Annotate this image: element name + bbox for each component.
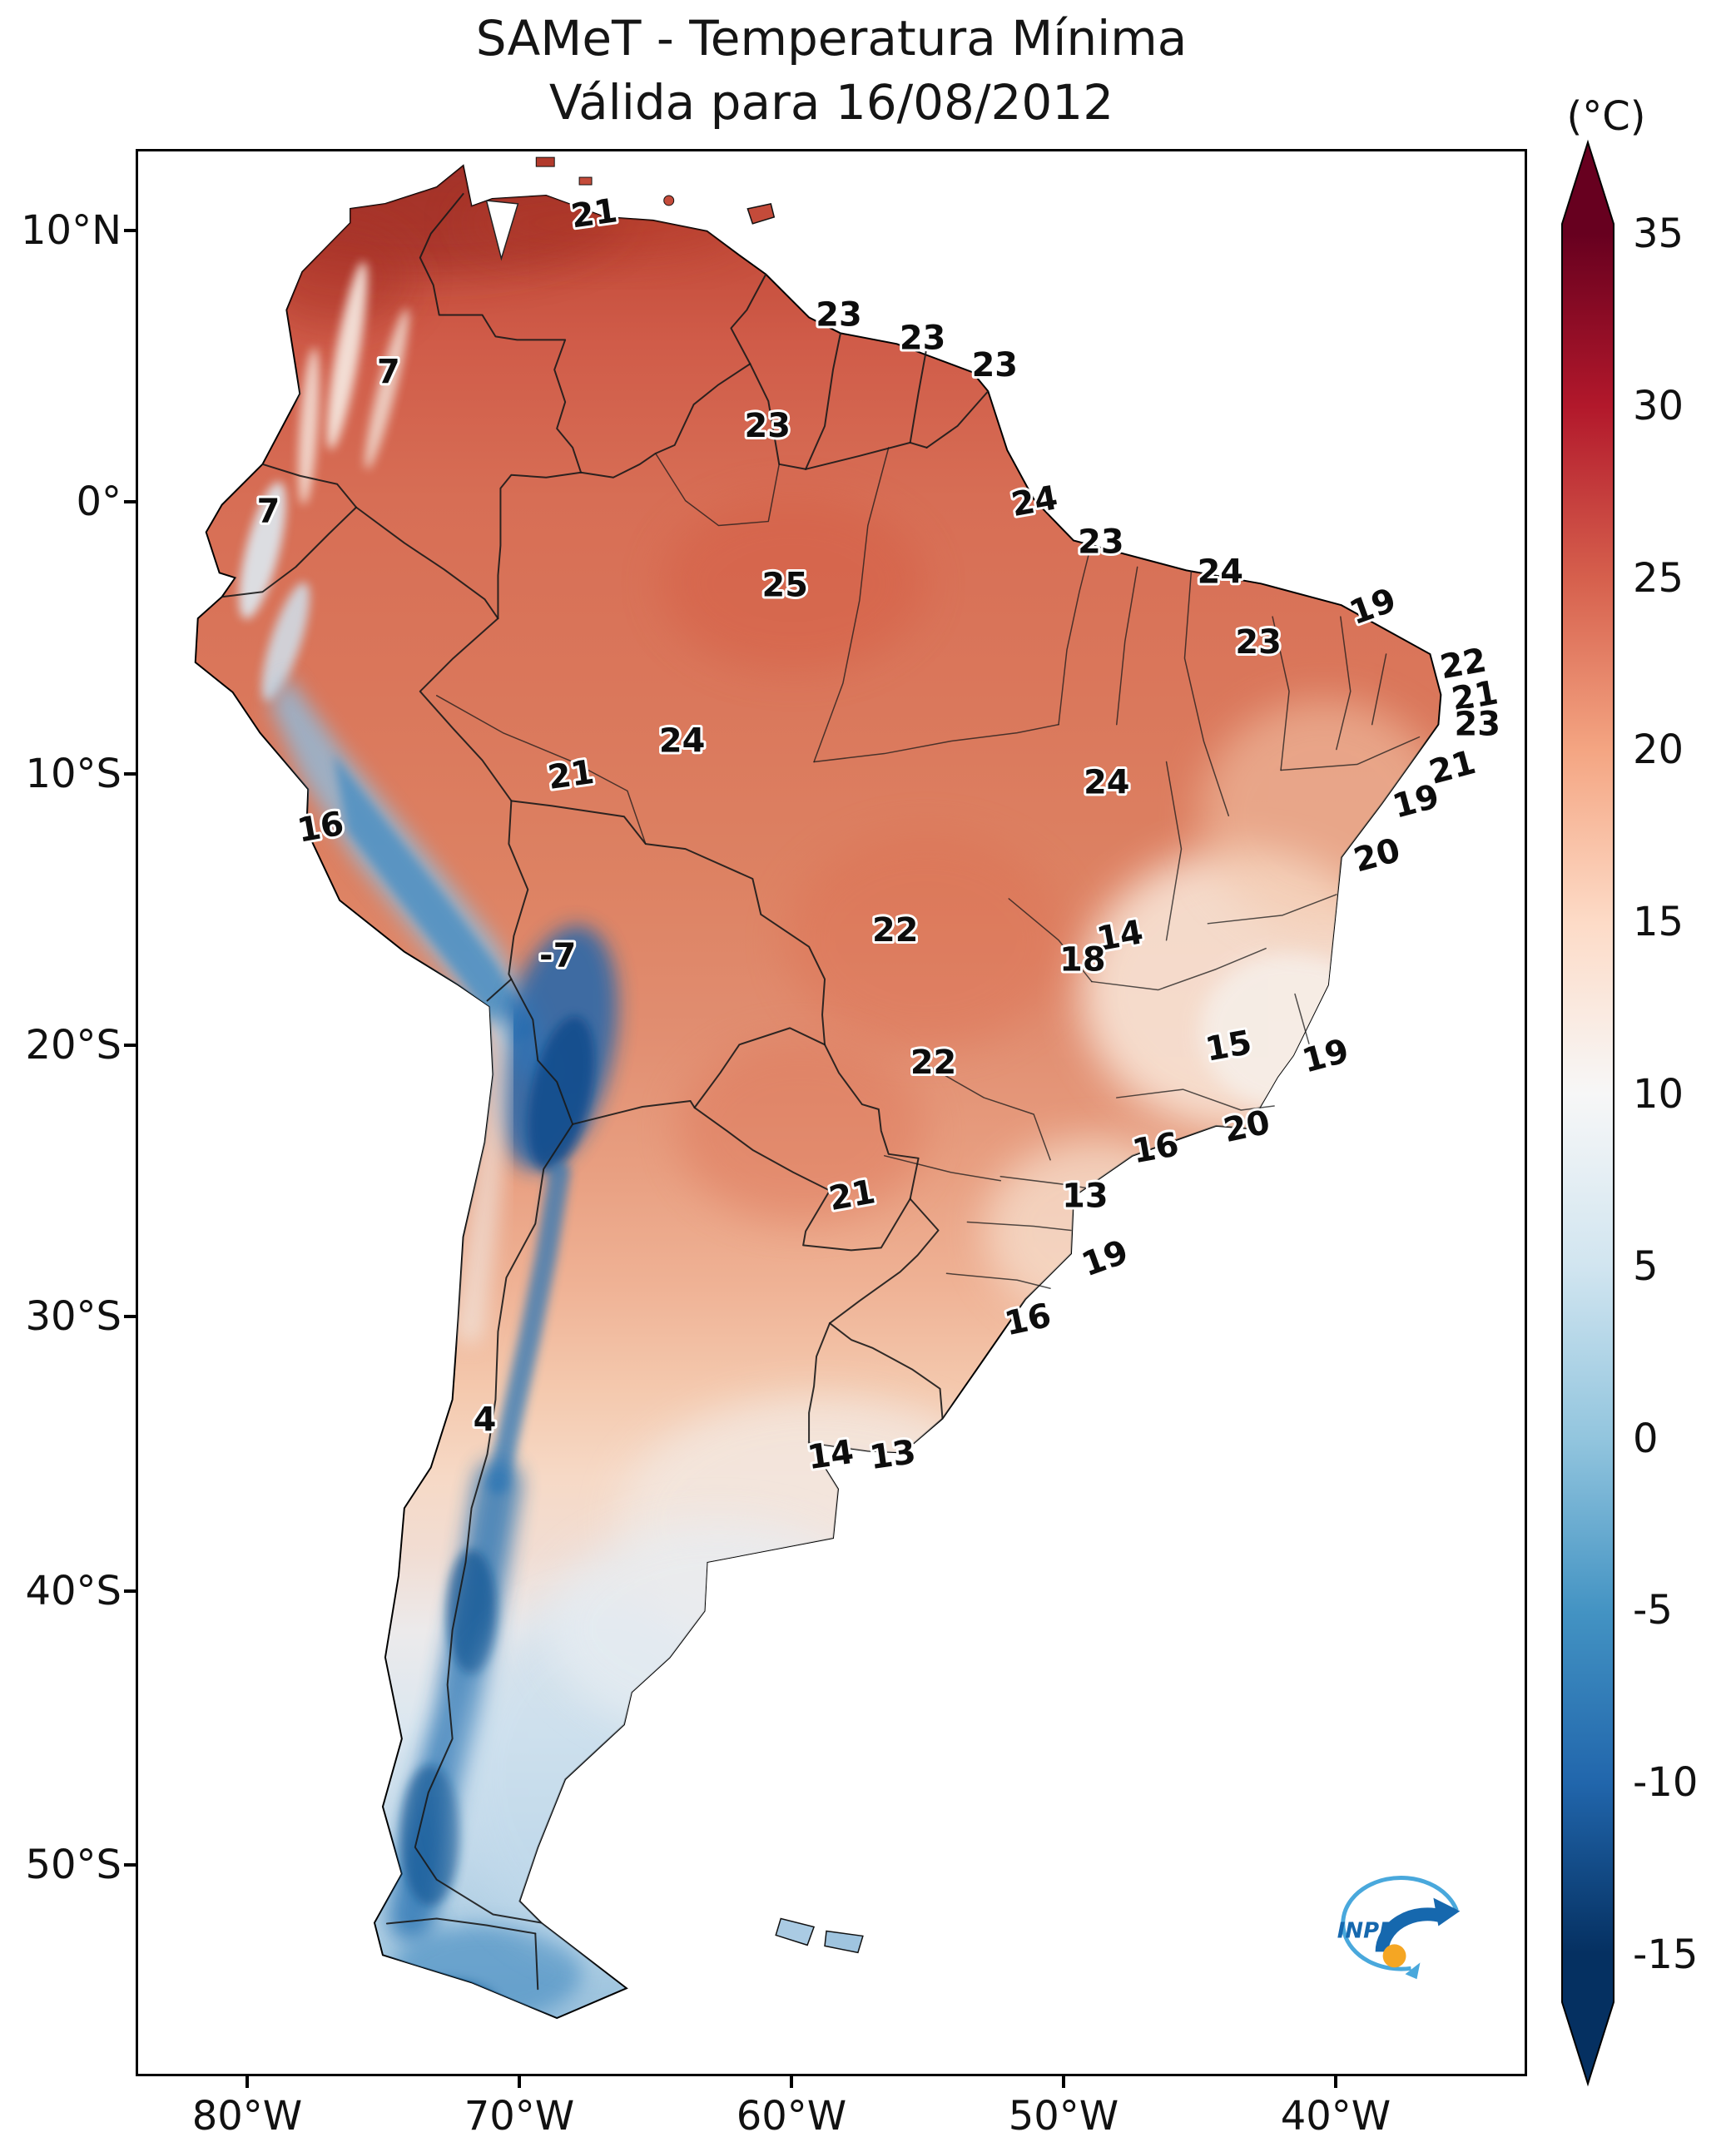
temperature-label: 25: [761, 566, 807, 604]
temperature-label: 14: [805, 1433, 856, 1477]
title-line1: SAMeT - Temperatura Mínima: [475, 10, 1188, 67]
temperature-label: 19: [1298, 1032, 1352, 1081]
colorbar-tick-label: -15: [1633, 1931, 1699, 1978]
colorbar-tick-label: 5: [1633, 1242, 1659, 1290]
temperature-label: -7: [539, 937, 576, 975]
lon-tick-label: 70°W: [464, 2093, 575, 2140]
temperature-label: 23: [972, 346, 1018, 384]
lat-tick-label: 10°S: [25, 751, 122, 797]
colorbar-tick-label: 10: [1633, 1071, 1684, 1118]
lon-tick-label: 80°W: [191, 2093, 303, 2140]
inpe-logo: INPE: [1337, 1876, 1461, 1980]
map-plot-area: 21 7 7 23 23 23 23 24 23 24 19 23 22 21 23 25 24 21 24 21 19…: [136, 149, 1527, 2076]
colorbar-tick-label: 20: [1633, 726, 1684, 774]
temperature-label: 20: [1350, 831, 1404, 880]
country-and-state-borders: [221, 192, 1421, 1991]
temperature-label: 21: [545, 753, 596, 797]
colorbar-tick-label: 35: [1633, 211, 1684, 257]
title-line2: Válida para 16/08/2012: [548, 73, 1114, 131]
falkland-east-island: [824, 1930, 864, 1954]
temperature-label: 23: [900, 319, 945, 357]
lon-tickmark: [518, 2076, 521, 2088]
colorbar-tick-label: -5: [1633, 1587, 1673, 1634]
temperature-label: 7: [257, 493, 280, 531]
logo-orange-dot-icon: [1382, 1944, 1406, 1968]
temperature-label: 19: [1077, 1232, 1133, 1284]
temperature-label: 23: [816, 295, 861, 334]
temperature-label: 23: [745, 407, 791, 445]
temperature-label: 23: [1454, 706, 1500, 744]
lon-tickmark: [246, 2076, 249, 2088]
islands: [535, 156, 864, 1954]
lat-tickmark: [124, 1863, 136, 1867]
logo-arrow-icon: [1375, 1907, 1444, 1952]
temperature-label: 24: [1198, 553, 1243, 591]
falkland-west-island: [775, 1917, 816, 1946]
lat-tickmark: [124, 1044, 136, 1047]
temperature-label: 7: [377, 353, 400, 391]
temperature-label: 23: [1235, 623, 1281, 662]
temperature-label: 20: [1220, 1103, 1273, 1151]
lat-tick-label: 0°: [76, 478, 122, 525]
temperature-label: 16: [295, 805, 347, 850]
lon-tickmark: [790, 2076, 793, 2088]
temperature-label: 24: [1009, 478, 1061, 524]
temperature-label: 18: [1059, 941, 1105, 979]
lat-tickmark: [124, 229, 136, 232]
logo-arrowhead-icon: [1433, 1897, 1461, 1926]
temperature-label: 22: [872, 911, 918, 950]
lon-tick-label: 50°W: [1008, 2093, 1119, 2140]
lon-tick-label: 40°W: [1280, 2093, 1391, 2140]
trinidad-island: [746, 203, 776, 225]
colorbar-tick-label: -10: [1633, 1759, 1699, 1807]
lon-tick-label: 60°W: [736, 2093, 847, 2140]
colorbar-unit-label: (°C): [1566, 93, 1646, 140]
colorbar-tick-label: 25: [1633, 554, 1684, 602]
lat-tickmark: [124, 1589, 136, 1593]
lat-tick-label: 10°N: [21, 207, 122, 254]
colorbar: [1561, 139, 1614, 2087]
temperature-label: 16: [1129, 1125, 1182, 1171]
colorbar-tick-label: 0: [1633, 1415, 1659, 1462]
colorbar-gradient-bar: [1561, 139, 1614, 2087]
temperature-label: 13: [867, 1433, 918, 1477]
temperature-label: 24: [659, 722, 705, 761]
temperature-label: 21: [568, 191, 619, 236]
lake-maracaibo: [485, 200, 519, 261]
lon-tickmark: [1062, 2076, 1065, 2088]
lat-tick-label: 30°S: [25, 1293, 122, 1340]
colorbar-tick-label: 30: [1633, 382, 1684, 429]
temperature-label: 15: [1203, 1024, 1255, 1069]
temperature-label: 24: [1084, 763, 1129, 801]
lat-tick-label: 20°S: [25, 1022, 122, 1069]
lat-tick-label: 50°S: [25, 1842, 122, 1888]
logo-swirl-icon: [1341, 1876, 1459, 1971]
temperature-label: 22: [910, 1044, 956, 1082]
temperature-label: 21: [826, 1173, 879, 1218]
lat-tickmark: [124, 500, 136, 503]
temperature-label: 19: [1389, 777, 1443, 826]
temperature-label: 4: [474, 1401, 497, 1440]
logo-swirl-arrowhead-icon: [1405, 1962, 1421, 1980]
lat-tickmark: [124, 772, 136, 776]
lat-tickmark: [124, 1315, 136, 1318]
lon-tickmark: [1334, 2076, 1337, 2088]
lat-tick-label: 40°S: [25, 1568, 122, 1614]
colorbar-tick-label: 15: [1633, 899, 1684, 946]
logo-text: INPE: [1337, 1918, 1394, 1943]
temperature-label: 23: [1078, 523, 1123, 561]
temperature-label: 13: [1062, 1178, 1108, 1216]
figure-title: SAMeT - Temperatura Mínima Válida para 1…: [136, 7, 1527, 134]
